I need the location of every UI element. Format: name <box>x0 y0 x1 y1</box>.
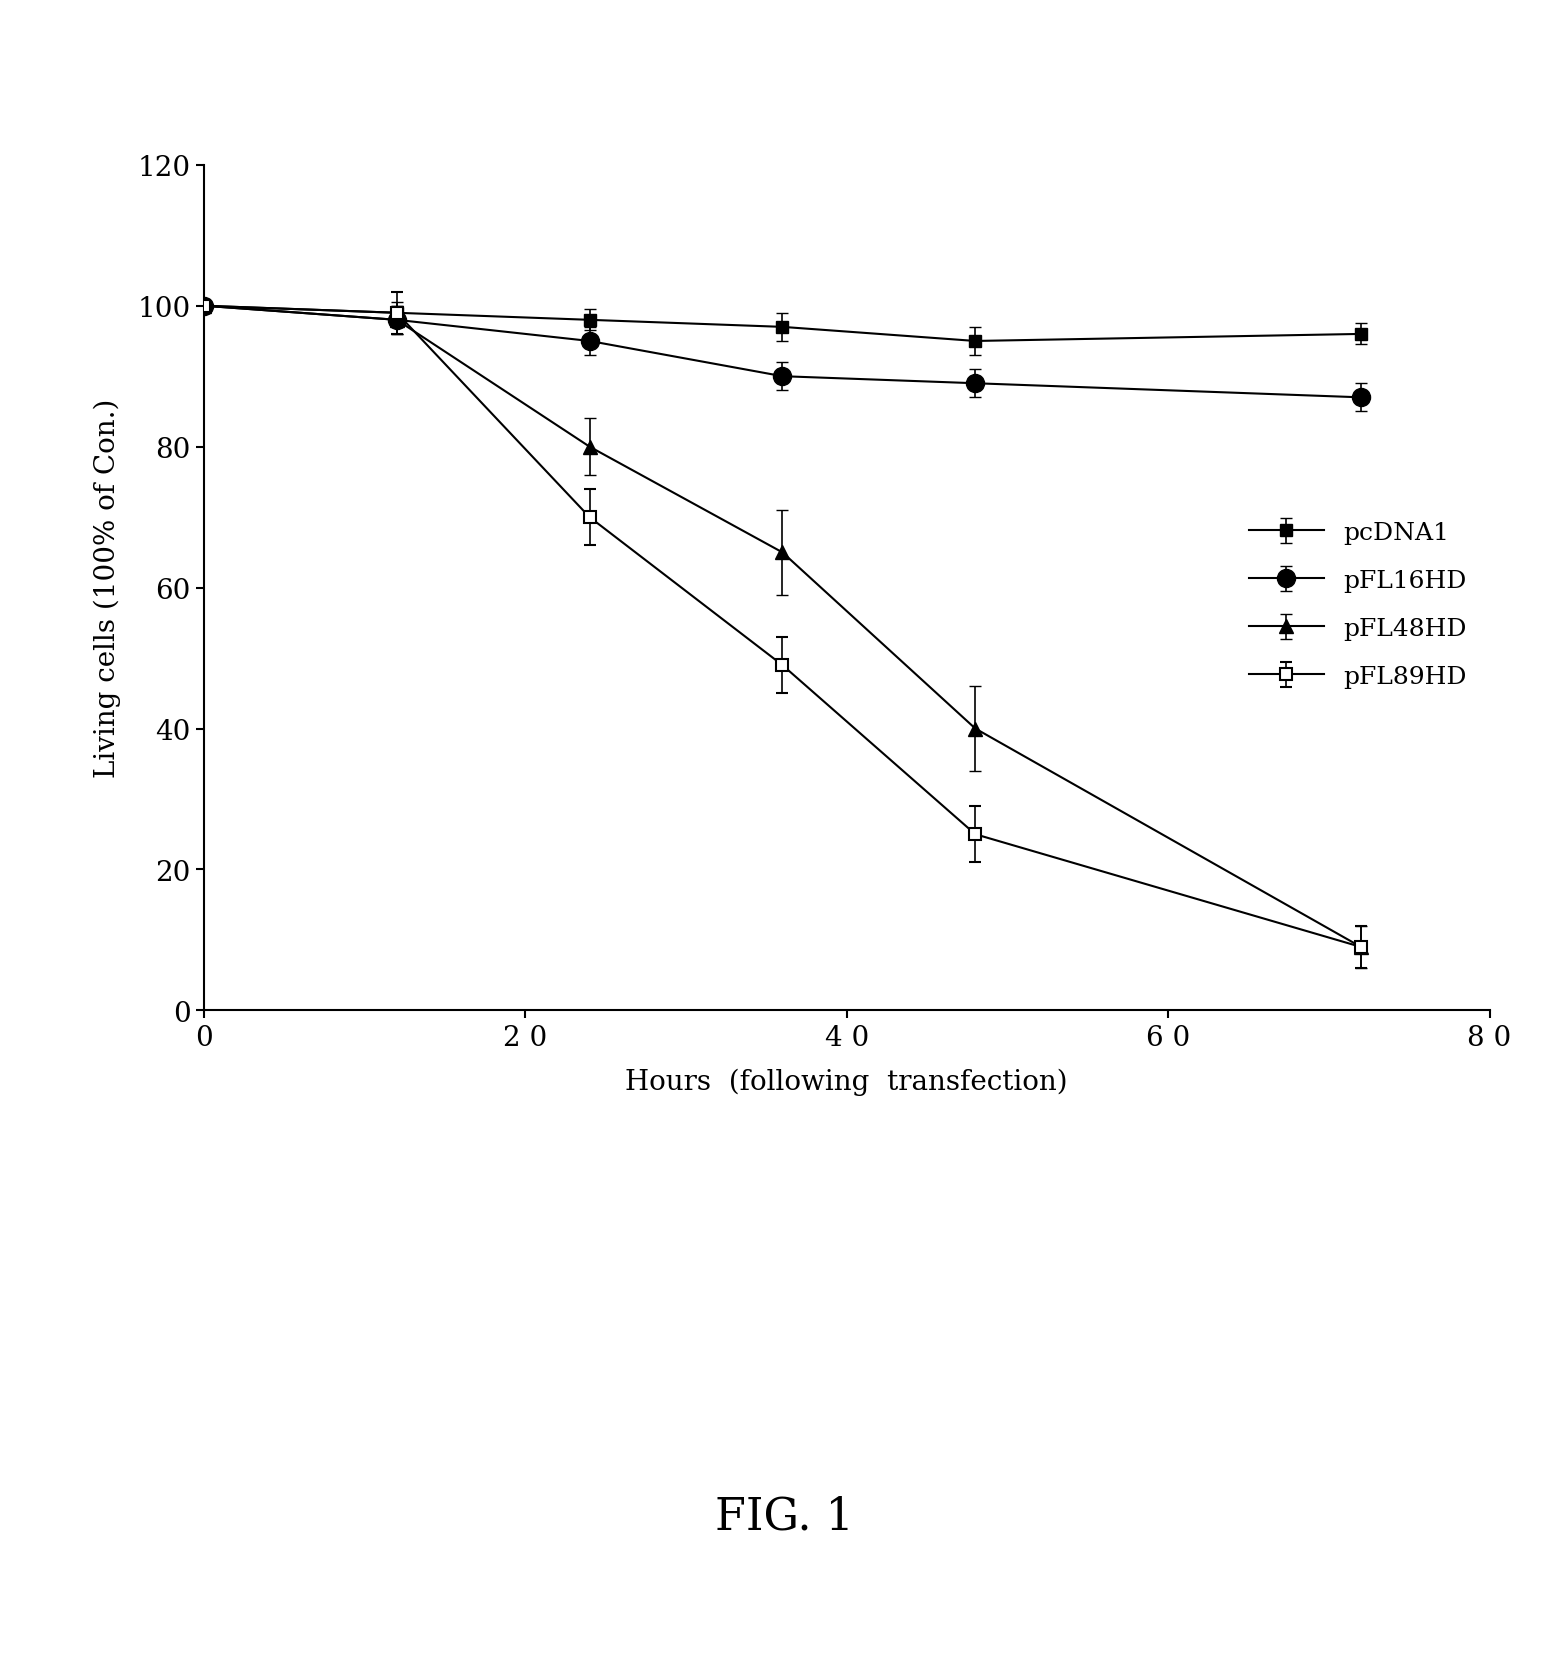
X-axis label: Hours  (following  transfection): Hours (following transfection) <box>626 1067 1068 1095</box>
Legend: pcDNA1, pFL16HD, pFL48HD, pFL89HD: pcDNA1, pFL16HD, pFL48HD, pFL89HD <box>1239 512 1477 699</box>
Text: FIG. 1: FIG. 1 <box>715 1495 853 1538</box>
Y-axis label: Living cells (100% of Con.): Living cells (100% of Con.) <box>94 399 121 777</box>
